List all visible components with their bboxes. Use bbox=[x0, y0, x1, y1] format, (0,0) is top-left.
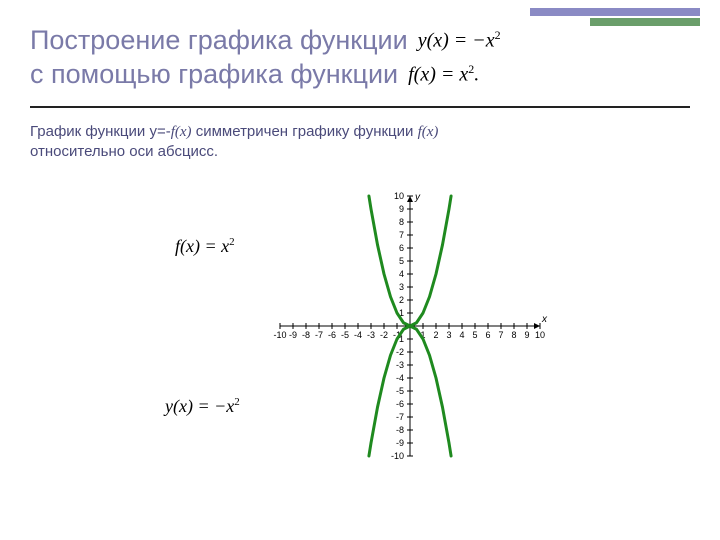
svg-text:-4: -4 bbox=[354, 330, 362, 340]
title-line-1: Построение графика функции y(x) = −x2 bbox=[30, 24, 690, 58]
svg-text:-10: -10 bbox=[391, 451, 404, 461]
svg-text:6: 6 bbox=[485, 330, 490, 340]
caption-fx2: f(x) bbox=[418, 124, 439, 140]
svg-text:-3: -3 bbox=[367, 330, 375, 340]
svg-text:8: 8 bbox=[511, 330, 516, 340]
svg-text:-7: -7 bbox=[315, 330, 323, 340]
title-line-2: с помощью графика функции f(x) = x2. bbox=[30, 58, 690, 92]
svg-text:-8: -8 bbox=[302, 330, 310, 340]
caption-p1: График функции y=- bbox=[30, 123, 171, 140]
caption-p2: симметричен графику функции bbox=[192, 123, 418, 140]
svg-text:9: 9 bbox=[524, 330, 529, 340]
side-formula-lower: y(x) = −x2 bbox=[165, 396, 240, 417]
title-block: Построение графика функции y(x) = −x2 с … bbox=[0, 0, 720, 98]
svg-text:y: y bbox=[414, 192, 421, 203]
svg-text:2: 2 bbox=[433, 330, 438, 340]
svg-text:9: 9 bbox=[399, 204, 404, 214]
svg-text:-6: -6 bbox=[328, 330, 336, 340]
svg-text:-4: -4 bbox=[396, 373, 404, 383]
svg-text:-7: -7 bbox=[396, 412, 404, 422]
svg-text:-9: -9 bbox=[396, 438, 404, 448]
title-formula-2: f(x) = x2. bbox=[408, 62, 479, 88]
svg-text:7: 7 bbox=[498, 330, 503, 340]
svg-text:4: 4 bbox=[459, 330, 464, 340]
svg-text:10: 10 bbox=[394, 191, 404, 201]
svg-text:2: 2 bbox=[399, 295, 404, 305]
title-text-1: Построение графика функции bbox=[30, 24, 408, 58]
side-formula-upper: f(x) = x2 bbox=[175, 236, 235, 257]
svg-text:-2: -2 bbox=[396, 347, 404, 357]
svg-text:10: 10 bbox=[535, 330, 545, 340]
chart-holder: xy-10-9-8-7-6-5-4-3-2-112345678910-10-9-… bbox=[260, 176, 560, 481]
svg-text:3: 3 bbox=[446, 330, 451, 340]
svg-text:8: 8 bbox=[399, 217, 404, 227]
svg-text:-3: -3 bbox=[396, 360, 404, 370]
svg-text:-2: -2 bbox=[380, 330, 388, 340]
svg-text:-9: -9 bbox=[289, 330, 297, 340]
svg-text:-8: -8 bbox=[396, 425, 404, 435]
svg-text:5: 5 bbox=[399, 256, 404, 266]
svg-text:-10: -10 bbox=[273, 330, 286, 340]
svg-text:x: x bbox=[541, 314, 548, 325]
caption-fx1: f(x) bbox=[171, 124, 192, 140]
title-text-2: с помощью графика функции bbox=[30, 58, 398, 92]
title-formula-1: y(x) = −x2 bbox=[418, 28, 501, 54]
svg-text:5: 5 bbox=[472, 330, 477, 340]
svg-text:-5: -5 bbox=[341, 330, 349, 340]
caption: График функции y=-f(x) симметричен графи… bbox=[0, 108, 720, 166]
svg-text:7: 7 bbox=[399, 230, 404, 240]
svg-text:-6: -6 bbox=[396, 399, 404, 409]
chart: xy-10-9-8-7-6-5-4-3-2-112345678910-10-9-… bbox=[260, 176, 560, 476]
svg-text:4: 4 bbox=[399, 269, 404, 279]
svg-text:6: 6 bbox=[399, 243, 404, 253]
caption-p3: относительно оси абсцисс. bbox=[30, 143, 218, 160]
svg-text:3: 3 bbox=[399, 282, 404, 292]
svg-text:-5: -5 bbox=[396, 386, 404, 396]
chart-zone: f(x) = x2 y(x) = −x2 xy-10-9-8-7-6-5-4-3… bbox=[0, 166, 720, 526]
